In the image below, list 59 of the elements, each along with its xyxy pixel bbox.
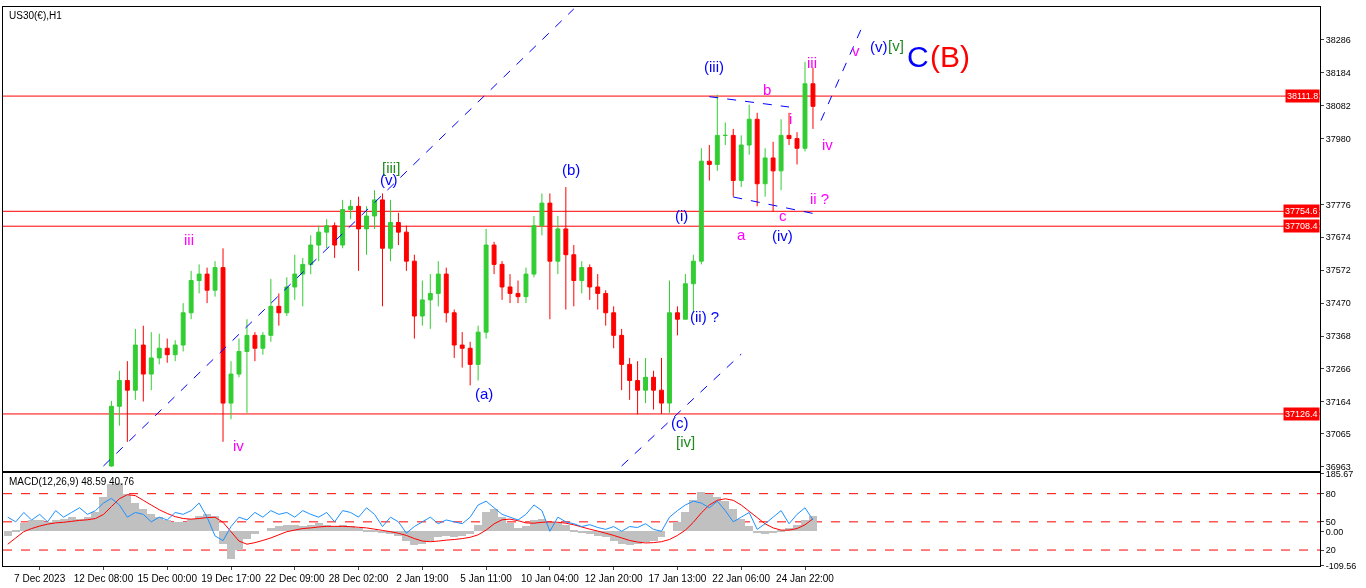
ref-line-label: 37126.4 — [1285, 409, 1318, 419]
x-tick-label: 5 Jan 11:00 — [460, 573, 513, 584]
annotation: iv — [233, 437, 245, 454]
annotation: v — [852, 42, 860, 59]
x-tick-label: 7 Dec 2023 — [14, 573, 66, 584]
annotation: [iv] — [676, 433, 696, 450]
y-tick-label: 36963 — [1325, 461, 1351, 472]
annotation: (b) — [562, 161, 581, 178]
annotation: [v] — [888, 37, 904, 54]
annotation: iv — [822, 136, 834, 153]
x-tick-label: 22 Jan 06:00 — [712, 573, 771, 584]
y-tick-label: 0.00 — [1325, 526, 1344, 537]
x-tick-label: 12 Jan 20:00 — [584, 573, 644, 584]
ref-line-label: 37708.4 — [1285, 221, 1318, 231]
y-tick-label: -109.56 — [1325, 561, 1357, 572]
y-tick-label: 37572 — [1325, 265, 1351, 276]
annotation: (v) — [870, 38, 888, 55]
x-tick-label: 15 Dec 00:00 — [137, 573, 198, 584]
y-tick-label: 37980 — [1325, 133, 1351, 144]
y-tick-label: 37368 — [1325, 331, 1351, 342]
x-tick-label: 22 Dec 09:00 — [265, 573, 325, 584]
annotation: iii — [184, 231, 194, 248]
y-tick-label: 37164 — [1325, 396, 1351, 407]
x-tick-label: 10 Jan 04:00 — [520, 573, 580, 584]
y-tick-label: 37470 — [1325, 298, 1351, 309]
x-tick-label: 28 Dec 02:00 — [328, 573, 389, 584]
y2-tick-label: 80 — [1325, 488, 1336, 499]
annotation: c — [779, 207, 787, 224]
x-tick-label: 24 Jan 22:00 — [776, 573, 835, 584]
annotation: i — [789, 110, 793, 127]
y2-tick-label: 50 — [1325, 517, 1336, 528]
x-tick-label: 2 Jan 19:00 — [396, 573, 449, 584]
annotation: ii ? — [810, 190, 830, 207]
y-tick-label: 37065 — [1325, 428, 1351, 439]
annotation: (iv) — [772, 227, 793, 244]
y-tick-label: 38286 — [1325, 35, 1351, 46]
ref-line-label: 38111.8 — [1287, 91, 1319, 101]
y-tick-label: 37266 — [1325, 364, 1351, 375]
x-tick-label: 17 Jan 13:00 — [648, 573, 707, 584]
y-tick-label: 38184 — [1325, 67, 1351, 78]
chart-title: MACD(12,26,9) 48.59 40.76 — [9, 476, 135, 487]
y-tick-label: 37776 — [1325, 199, 1351, 210]
annotation: (i) — [675, 207, 689, 224]
x-tick-label: 19 Dec 17:00 — [201, 573, 262, 584]
y2-tick-label: 20 — [1325, 545, 1336, 556]
annotation: (c) — [671, 414, 689, 431]
annotation: (ii) ? — [690, 308, 720, 325]
annotation: (iii) — [704, 58, 724, 75]
chart-title: US30(€),H1 — [9, 10, 63, 21]
ref-line-label: 37754.6 — [1285, 206, 1318, 216]
y-tick-label: 38082 — [1325, 100, 1351, 111]
annotation: iii — [807, 54, 817, 71]
x-tick-label: 12 Dec 08:00 — [73, 573, 134, 584]
annotation: b — [763, 81, 772, 98]
annotation: a — [737, 226, 746, 243]
annotation: C — [907, 40, 929, 73]
y-tick-label: 37674 — [1325, 232, 1351, 243]
annotation: (B) — [930, 40, 970, 73]
annotation: (a) — [475, 385, 494, 402]
